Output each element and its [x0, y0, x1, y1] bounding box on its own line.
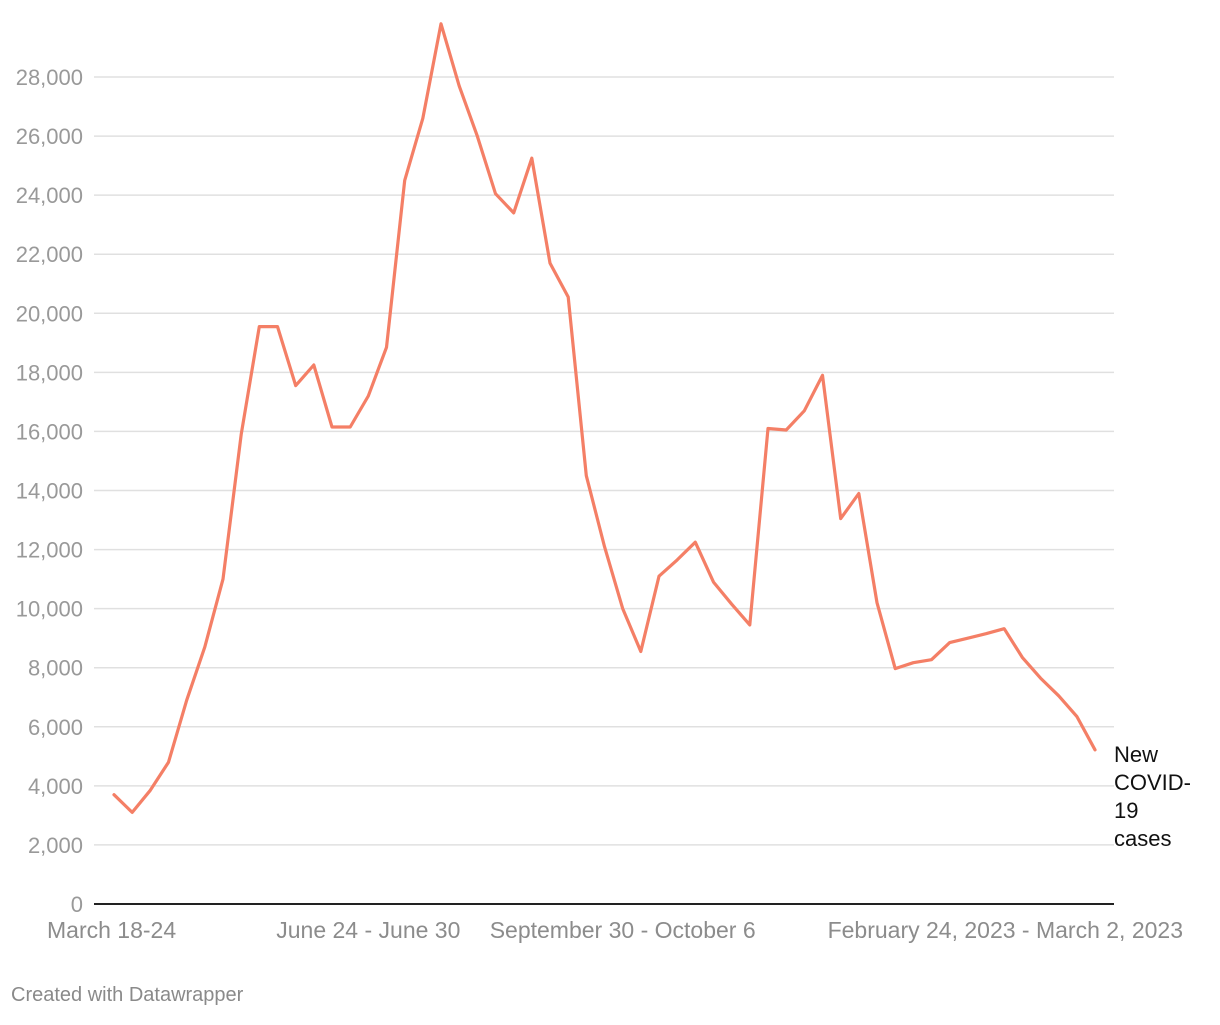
x-tick-label: February 24, 2023 - March 2, 2023 [828, 917, 1183, 943]
x-axis-tick-labels: March 18-24 June 24 - June 30 September 30… [47, 917, 1183, 943]
series-end-label: New COVID- 19 cases [1114, 742, 1191, 851]
y-axis-tick-labels: 0 2,000 4,000 6,000 8,000 10,000 12,000 14,000 1… [16, 65, 83, 917]
y-tick-label: 12,000 [16, 538, 83, 563]
series-lines [112, 22, 1097, 815]
y-tick-label: 6,000 [28, 715, 83, 740]
series-label-line: New [1114, 742, 1158, 767]
y-tick-label: 18,000 [16, 360, 83, 385]
x-tick-label: September 30 - October 6 [490, 917, 756, 943]
y-tick-label: 16,000 [16, 419, 83, 444]
y-tick-label: 10,000 [16, 597, 83, 622]
x-tick-label: March 18-24 [47, 917, 176, 943]
y-tick-label: 26,000 [16, 124, 83, 149]
gridlines [94, 76, 1114, 846]
datawrapper-credit: Created with Datawrapper [11, 984, 244, 1006]
series-label-line: cases [1114, 826, 1171, 851]
series-line-new-covid-19-cases [112, 22, 1097, 815]
y-tick-label: 22,000 [16, 242, 83, 267]
series-label-line: 19 [1114, 798, 1138, 823]
y-tick-label: 4,000 [28, 774, 83, 799]
y-tick-label: 2,000 [28, 833, 83, 858]
y-tick-label: 20,000 [16, 301, 83, 326]
y-tick-label: 28,000 [16, 65, 83, 90]
y-tick-label: 24,000 [16, 183, 83, 208]
y-tick-label: 8,000 [28, 656, 83, 681]
y-tick-label: 14,000 [16, 479, 83, 504]
y-tick-label: 0 [71, 892, 83, 917]
series-labels: New COVID- 19 cases [1114, 742, 1191, 851]
x-tick-label: June 24 - June 30 [276, 917, 460, 943]
series-label-line: COVID- [1114, 770, 1191, 795]
